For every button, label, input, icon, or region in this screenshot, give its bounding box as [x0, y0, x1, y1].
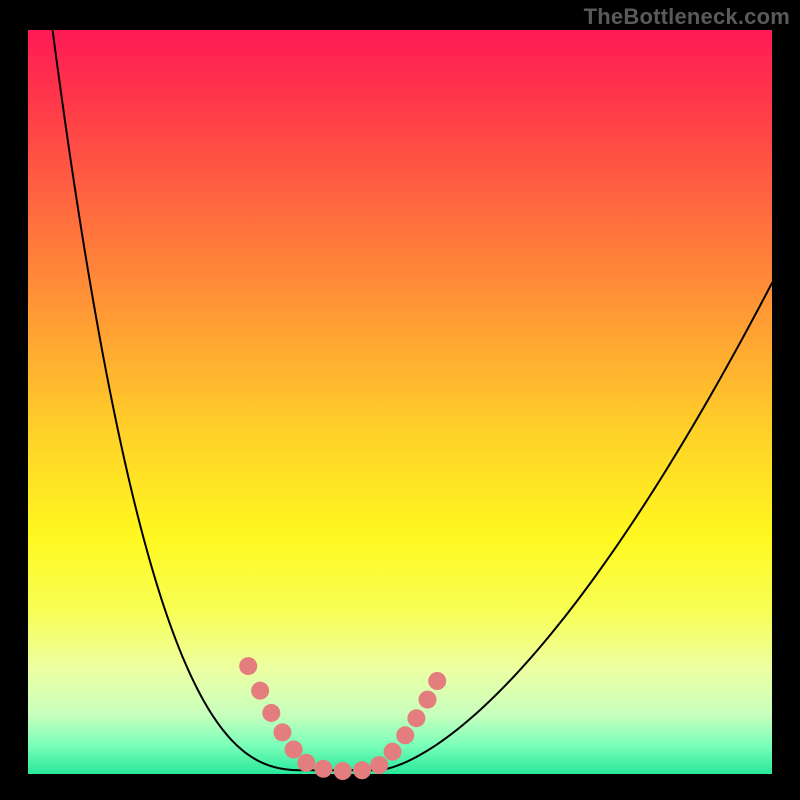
curve-dot [334, 762, 352, 780]
curve-dot [407, 709, 425, 727]
plot-area [28, 30, 772, 774]
curve-dot [262, 704, 280, 722]
curve-dot [428, 672, 446, 690]
watermark-text: TheBottleneck.com [584, 4, 790, 30]
curve-dot [285, 740, 303, 758]
curve-dot [273, 723, 291, 741]
curve-dot [396, 726, 414, 744]
curve-dot [314, 760, 332, 778]
curve-dot [251, 682, 269, 700]
curve-dot [370, 756, 388, 774]
curve-dot [419, 691, 437, 709]
curve-dot [239, 657, 257, 675]
curve-dot [384, 743, 402, 761]
curve-dot [353, 761, 371, 779]
curve-dot [297, 754, 315, 772]
